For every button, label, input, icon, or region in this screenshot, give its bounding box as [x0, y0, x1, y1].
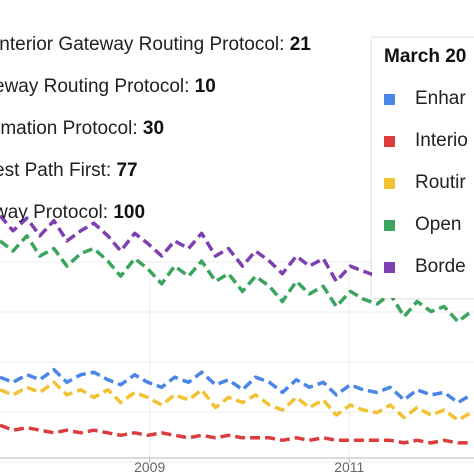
tooltip-row: eway Routing Protocol: 10 [0, 76, 216, 98]
legend-swatch [384, 177, 395, 189]
tooltip-row: est Path First: 77 [0, 160, 138, 182]
tooltip-row-name: est Path First: [0, 160, 112, 181]
tooltip-row-value: 100 [113, 202, 146, 223]
series-line[interactable] [0, 380, 472, 422]
chart-legend: March 20 Enhar Interio Routir Open Borde [372, 38, 474, 298]
legend-swatch [384, 261, 395, 273]
tooltip-row: Interior Gateway Routing Protocol: 21 [0, 34, 311, 56]
tooltip-row-name: Interior Gateway Routing Protocol: [0, 34, 285, 55]
legend-title: March 20 [384, 46, 467, 67]
legend-label: Routir [415, 172, 466, 193]
tooltip-row-value: 30 [142, 118, 165, 139]
x-axis-ticks: 2009 2011 [134, 458, 365, 474]
legend-label: Borde [415, 256, 466, 277]
x-tick-label: 2011 [334, 459, 364, 474]
tooltip-row-name: rmation Protocol: [0, 118, 138, 139]
legend-item[interactable]: Routir [384, 162, 474, 204]
series-line[interactable] [0, 423, 471, 445]
tooltip-row-name: way Protocol: [0, 202, 109, 223]
x-tick-label: 2009 [134, 459, 165, 474]
tooltip-row-value: 21 [289, 34, 311, 55]
legend-item[interactable]: Borde [384, 246, 474, 288]
tooltip-row: rmation Protocol: 30 [0, 118, 164, 140]
legend-item[interactable]: Open [384, 204, 474, 246]
series-line[interactable] [0, 367, 472, 405]
tooltip-row-value: 77 [116, 160, 138, 181]
legend-item[interactable]: Interio [384, 120, 474, 162]
tooltip-row-value: 10 [194, 76, 216, 97]
legend-label: Enhar [415, 88, 466, 109]
legend-label: Open [415, 214, 462, 235]
legend-swatch [384, 219, 395, 231]
tooltip-row-name: eway Routing Protocol: [0, 76, 190, 97]
legend-swatch [384, 93, 395, 105]
legend-label: Interio [415, 130, 468, 151]
legend-item[interactable]: Enhar [384, 78, 474, 120]
legend-swatch [384, 135, 395, 147]
tooltip-row: way Protocol: 100 [0, 202, 145, 224]
